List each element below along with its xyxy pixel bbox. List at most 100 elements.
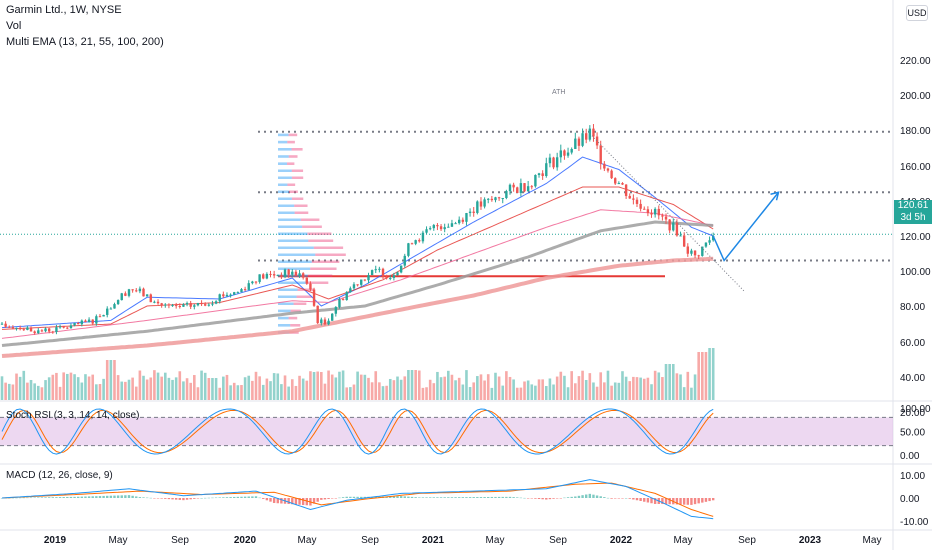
candle — [646, 209, 650, 214]
volume-bar — [563, 375, 566, 400]
candle — [490, 198, 494, 201]
macd-histogram-bar — [526, 498, 530, 499]
candle — [501, 197, 504, 199]
volume-bar — [603, 382, 606, 400]
volume-profile-bar — [288, 133, 298, 137]
volume-bar — [450, 374, 454, 400]
candle — [301, 273, 305, 278]
macd-histogram-bar — [298, 498, 301, 505]
volume-bar — [243, 377, 247, 400]
macd-histogram-bar — [628, 498, 631, 499]
volume-bar — [461, 384, 465, 400]
macd-histogram-bar — [399, 496, 403, 498]
volume-bar — [84, 374, 87, 400]
volume-bar — [327, 370, 330, 400]
price-tick-label: 220.00 — [900, 56, 931, 67]
candle — [476, 201, 479, 213]
volume-profile-bar — [287, 140, 295, 144]
candle — [360, 279, 363, 285]
volume-bar — [570, 371, 573, 400]
volume-bar — [261, 384, 265, 400]
macd-histogram-bar — [458, 497, 461, 498]
volume-bar — [381, 386, 385, 400]
volume-bar — [443, 376, 446, 400]
volume-bar — [417, 370, 421, 400]
macd-histogram-bar — [606, 497, 610, 499]
macd-histogram-bar — [276, 498, 279, 504]
macd-histogram-bar — [254, 496, 258, 498]
macd-histogram-bar — [135, 496, 138, 498]
volume-bar — [494, 372, 497, 400]
macd-histogram-bar — [490, 496, 494, 498]
volume-profile-bar — [291, 176, 304, 179]
volume-bar — [617, 382, 621, 400]
macd-histogram-bar — [530, 498, 533, 499]
candle — [418, 240, 421, 242]
macd-histogram-bar — [592, 494, 595, 498]
volume-bar — [664, 364, 668, 400]
volume-bar — [131, 377, 134, 400]
candle — [679, 235, 682, 237]
candle — [26, 327, 29, 330]
macd-histogram-bar — [243, 496, 247, 498]
macd-histogram-bar — [341, 497, 345, 498]
currency-badge[interactable]: USD — [906, 5, 928, 21]
volume-bar — [599, 372, 603, 400]
candle — [403, 255, 406, 266]
candle — [606, 168, 610, 171]
volume-bar — [272, 373, 276, 400]
macd-histogram-bar — [204, 497, 207, 499]
candle — [566, 152, 570, 156]
volume-bar — [283, 375, 287, 400]
macd-histogram-bar — [171, 498, 174, 500]
volume-bar — [581, 370, 584, 400]
last-price-tag: 120.61 — [894, 200, 932, 212]
volume-bar — [87, 376, 91, 400]
volume-bar — [167, 377, 171, 400]
volume-bar — [91, 374, 95, 400]
macd-histogram-bar — [269, 498, 272, 502]
candle — [113, 304, 116, 309]
volume-bar — [396, 376, 399, 400]
volume-profile-bar — [300, 218, 320, 221]
stoch-tick-label: 0.00 — [900, 451, 920, 462]
volume-bar — [642, 378, 646, 400]
ath-label: ATH — [552, 89, 565, 96]
volume-profile-bar — [293, 302, 307, 305]
macd-histogram-bar — [610, 498, 613, 499]
macd-histogram-bar — [66, 496, 69, 498]
candle — [33, 331, 36, 334]
candle — [153, 301, 156, 303]
chart-title: Garmin Ltd., 1W, NYSE — [6, 4, 122, 16]
candle — [62, 326, 65, 328]
macd-histogram-bar — [483, 497, 486, 498]
candle — [639, 203, 642, 209]
macd-histogram-bar — [712, 498, 715, 501]
price-tick-label: 200.00 — [900, 91, 931, 102]
ema21-line — [1, 186, 714, 330]
candle — [287, 269, 290, 275]
macd-histogram-bar — [436, 497, 439, 498]
candle — [443, 227, 446, 230]
candle — [341, 299, 345, 301]
macd-histogram-bar — [682, 498, 686, 505]
candle — [211, 303, 214, 305]
volume-bar — [160, 376, 163, 400]
candle — [182, 304, 185, 307]
macd-histogram-bar — [207, 497, 211, 499]
volume-bar — [465, 370, 468, 400]
candle — [458, 219, 461, 224]
candle — [643, 208, 646, 210]
macd-histogram-bar — [545, 498, 548, 500]
stoch-title: Stoch RSI (3, 3, 14, 14, close) — [6, 410, 139, 421]
candle — [280, 274, 283, 277]
volume-bar — [287, 386, 290, 400]
candle — [305, 277, 308, 284]
volume-bar — [639, 377, 642, 400]
volume-profile-bar — [278, 225, 303, 228]
candle — [675, 222, 679, 236]
macd-histogram-bar — [552, 498, 555, 499]
candle — [693, 250, 697, 256]
macd-tick-label: -10.00 — [900, 517, 929, 528]
